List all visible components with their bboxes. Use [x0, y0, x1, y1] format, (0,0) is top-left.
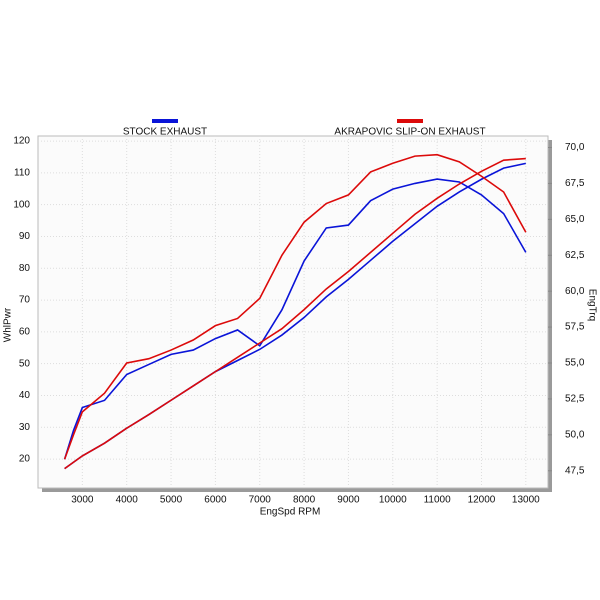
x-tick-label: 12000 [468, 495, 496, 506]
line [63, 178, 527, 460]
y-tick-label: 70 [19, 295, 31, 306]
y-tick-label: 20 [19, 454, 31, 465]
x-tick-label: 6000 [204, 495, 227, 506]
legend-label: AKRAPOVIC SLIP-ON EXHAUST [334, 127, 485, 138]
y2-tick-label: 60,0 [565, 286, 585, 297]
plot-area [37, 135, 549, 489]
y2-tick-label: 50,0 [565, 429, 585, 440]
y2-axis-label: EngTrq [586, 289, 597, 321]
x-tick-label: 11000 [424, 495, 452, 506]
x-tick-label: 10000 [379, 495, 407, 506]
line [63, 153, 527, 460]
y-tick-label: 50 [19, 358, 31, 369]
legend-swatch [152, 119, 178, 123]
y2-tick-label: 65,0 [565, 214, 585, 225]
y2-tick-label: 62,5 [565, 250, 585, 261]
x-tick-label: 7000 [249, 495, 272, 506]
y2-tick-label: 47,5 [565, 465, 585, 476]
y-tick-label: 80 [19, 263, 31, 274]
y-tick-label: 90 [19, 231, 31, 242]
y2-tick-label: 52,5 [565, 394, 585, 405]
x-tick-label: 3000 [71, 495, 94, 506]
legend-label: STOCK EXHAUST [123, 127, 207, 138]
y-tick-label: 110 [14, 168, 30, 179]
y-tick-label: 30 [19, 422, 31, 433]
y-tick-label: 60 [19, 327, 31, 338]
legend-swatch [397, 119, 423, 123]
x-tick-label: 13000 [512, 495, 540, 506]
y-tick-label: 40 [19, 390, 31, 401]
line [64, 157, 526, 470]
y2-tick-label: 67,5 [565, 178, 585, 189]
y-tick-label: 100 [13, 199, 30, 210]
x-axis-label: EngSpd RPM [260, 507, 321, 518]
y-tick-label: 120 [13, 136, 30, 147]
x-tick-label: 8000 [293, 495, 316, 506]
y2-tick-label: 57,5 [565, 322, 585, 333]
x-tick-label: 4000 [116, 495, 139, 506]
y2-tick-label: 70,0 [565, 142, 585, 153]
y-axis-label: WhlPwr [3, 307, 14, 342]
y2-tick-label: 55,0 [565, 358, 585, 369]
x-tick-label: 5000 [160, 495, 183, 506]
x-tick-label: 9000 [337, 495, 360, 506]
